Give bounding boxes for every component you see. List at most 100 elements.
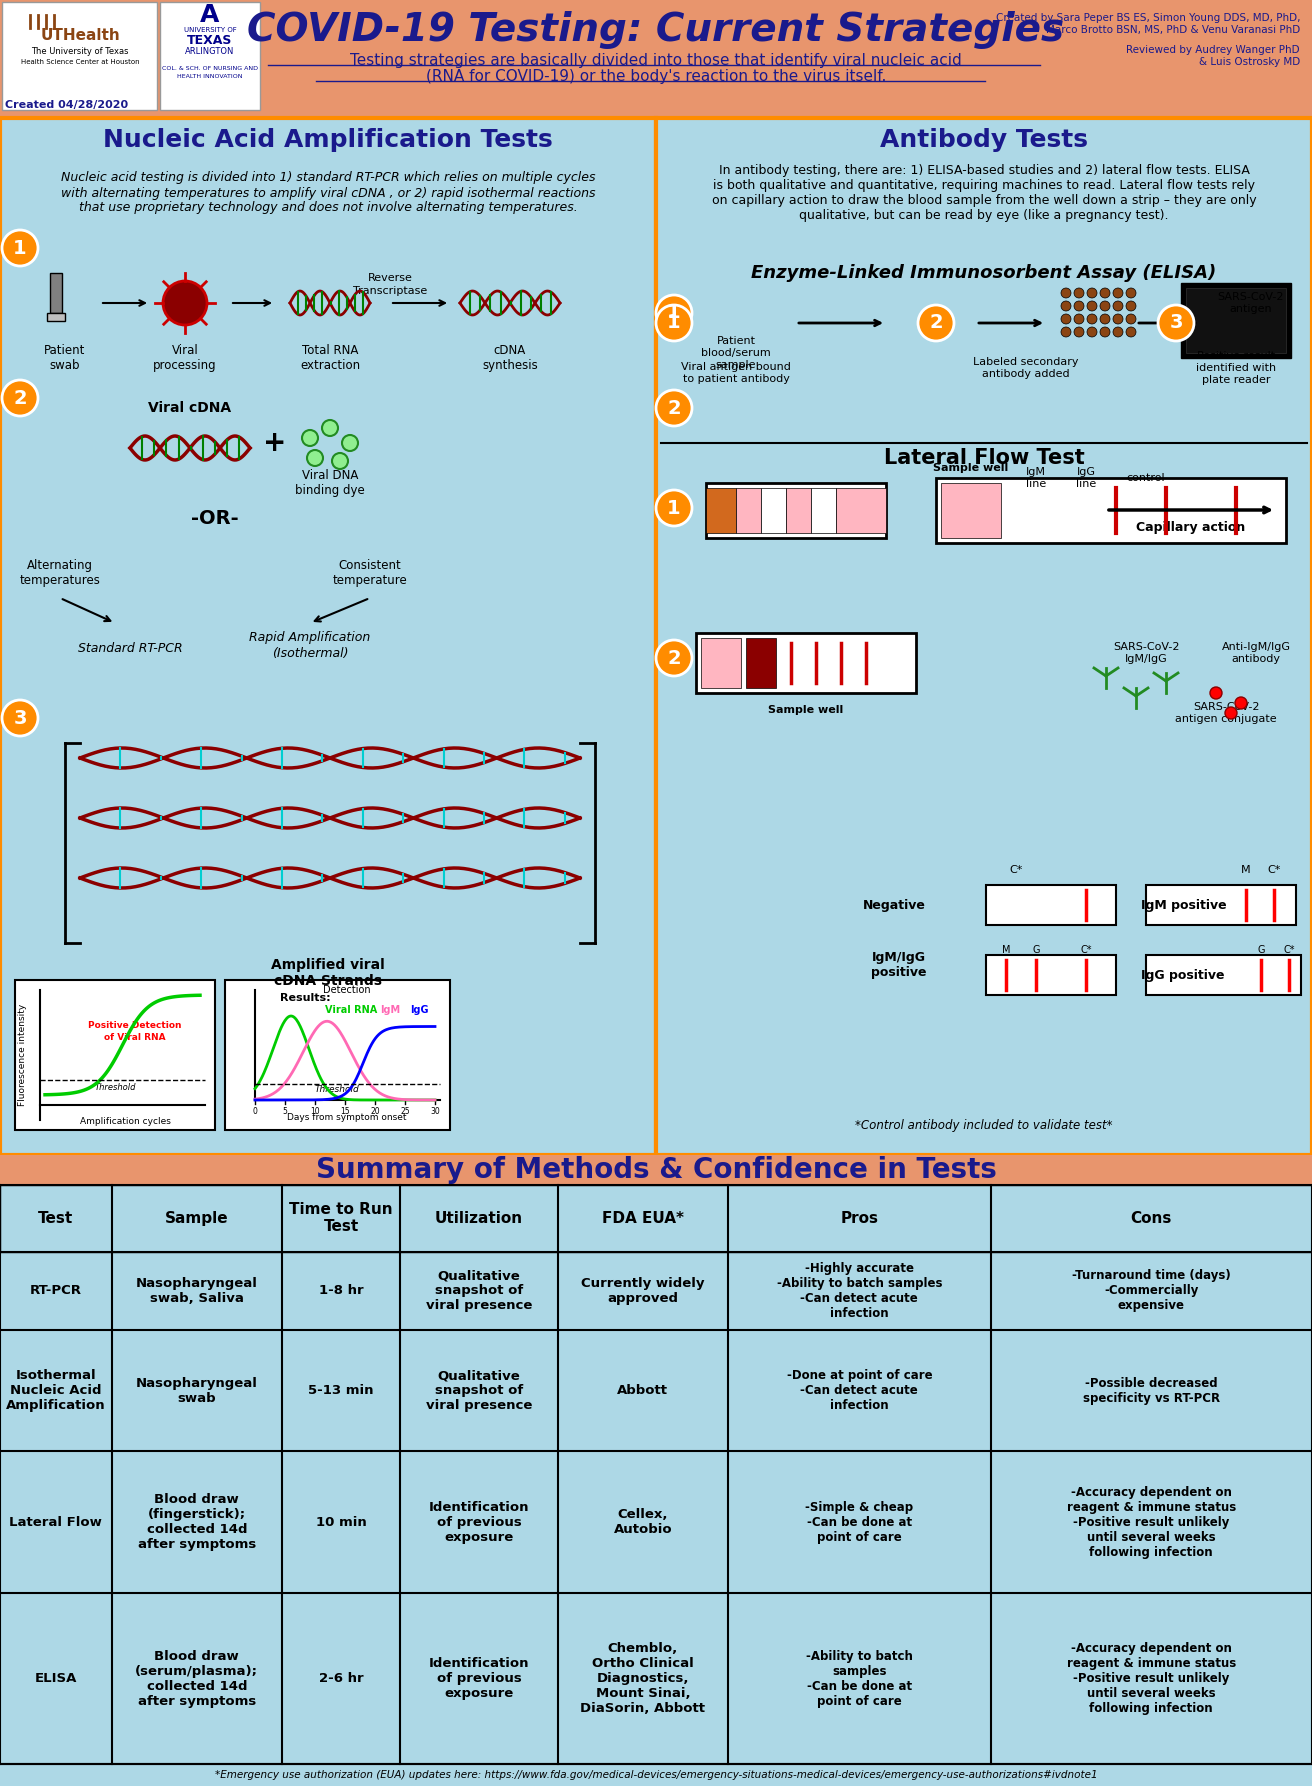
Text: 10 min: 10 min [316,1516,366,1529]
Circle shape [1075,314,1084,323]
Text: In antibody testing, there are: 1) ELISA-based studies and 2) lateral flow tests: In antibody testing, there are: 1) ELISA… [711,164,1257,221]
Bar [747,638,775,688]
Bar [935,479,1286,543]
Text: -Turnaround time (days)
-Commercially
expensive: -Turnaround time (days) -Commercially ex… [1072,1270,1231,1313]
Text: Amplified viral
cDNA Strands: Amplified viral cDNA Strands [272,957,384,988]
Text: Antibody Tests: Antibody Tests [880,129,1088,152]
Circle shape [1088,314,1097,323]
Text: Enzyme-Linked Immunosorbent Assay (ELISA): Enzyme-Linked Immunosorbent Assay (ELISA… [752,264,1216,282]
Bar [0,0,1312,114]
Text: Negative: Negative [863,898,926,911]
Text: Isothermal
Nucleic Acid
Amplification: Isothermal Nucleic Acid Amplification [7,1370,105,1413]
Circle shape [1113,288,1123,298]
Circle shape [918,305,954,341]
Text: The University of Texas: The University of Texas [31,48,129,57]
Text: -Ability to batch
samples
-Can be done at
point of care: -Ability to batch samples -Can be done a… [806,1650,913,1707]
Circle shape [1126,302,1136,311]
Text: Created 04/28/2020: Created 04/28/2020 [5,100,129,111]
Text: SARS-CoV-2
IgM/IgG: SARS-CoV-2 IgM/IgG [1113,643,1179,664]
Text: Viral DNA
binding dye: Viral DNA binding dye [295,470,365,497]
Text: 1: 1 [668,498,681,518]
Text: M: M [1002,945,1010,956]
Circle shape [1075,288,1084,298]
Text: 2: 2 [668,648,681,668]
Text: Marco Brotto BSN, MS, PhD & Venu Varanasi PhD: Marco Brotto BSN, MS, PhD & Venu Varanas… [1046,25,1300,36]
Circle shape [656,389,691,427]
Text: 1: 1 [13,239,26,257]
Text: -Accuracy dependent on
reagent & immune status
-Positive result unlikely
until s: -Accuracy dependent on reagent & immune … [1067,1641,1236,1715]
Circle shape [1061,314,1071,323]
Text: Lateral Flow: Lateral Flow [9,1516,102,1529]
Bar [3,2,157,111]
Text: Pros: Pros [841,1211,878,1225]
Text: ARLINGTON: ARLINGTON [185,48,235,57]
Text: C*: C* [1283,945,1295,956]
Text: Patient
swab: Patient swab [45,345,85,371]
Circle shape [1113,302,1123,311]
Circle shape [1113,327,1123,338]
Circle shape [3,230,38,266]
Circle shape [1113,314,1123,323]
Circle shape [1099,327,1110,338]
Bar [736,488,761,532]
Text: C*: C* [1080,945,1092,956]
Text: C*: C* [1009,864,1022,875]
Bar [160,2,260,111]
Text: HEALTH INNOVATION: HEALTH INNOVATION [177,75,243,80]
Text: Reviewed by Audrey Wanger PhD: Reviewed by Audrey Wanger PhD [1127,45,1300,55]
Circle shape [1126,314,1136,323]
Text: IgM
line: IgM line [1026,468,1046,489]
Bar [761,488,786,532]
Bar [0,118,656,1156]
Circle shape [3,380,38,416]
Text: 15: 15 [340,1107,350,1116]
Text: 2-6 hr: 2-6 hr [319,1672,363,1686]
Text: Nucleic acid testing is divided into 1) standard RT-PCR which relies on multiple: Nucleic acid testing is divided into 1) … [60,171,596,214]
Text: Viral antigen bound
to patient antibody: Viral antigen bound to patient antibody [681,363,791,384]
Bar [1145,886,1296,925]
Text: Cons: Cons [1131,1211,1172,1225]
Text: Time to Run
Test: Time to Run Test [290,1202,392,1234]
Text: Transcriptase: Transcriptase [353,286,428,296]
Text: FDA EUA*: FDA EUA* [602,1211,684,1225]
Circle shape [1225,707,1237,720]
Text: Positive result
identified with
plate reader: Positive result identified with plate re… [1197,352,1277,384]
Text: Anti-IgM/IgG
antibody: Anti-IgM/IgG antibody [1221,643,1291,664]
Text: Rapid Amplification: Rapid Amplification [249,632,370,645]
Text: Positive Detection: Positive Detection [88,1020,182,1029]
Text: Viral cDNA: Viral cDNA [148,402,231,414]
Text: COL. & SCH. OF NURSING AND: COL. & SCH. OF NURSING AND [161,66,258,70]
Circle shape [3,700,38,736]
Bar [811,488,836,532]
Text: 2: 2 [13,389,26,407]
Circle shape [1099,314,1110,323]
Text: Cellex,
Autobio: Cellex, Autobio [614,1507,672,1536]
Text: 1: 1 [668,304,681,323]
Text: 0: 0 [253,1107,257,1116]
Bar [656,118,1312,1156]
Text: Currently widely
approved: Currently widely approved [581,1277,705,1304]
Text: Fluorescence intensity: Fluorescence intensity [18,1004,28,1106]
Text: Alternating
temperatures: Alternating temperatures [20,559,101,588]
Bar [706,482,886,538]
Text: Identification
of previous
exposure: Identification of previous exposure [429,1500,529,1543]
Text: Created by Sara Peper BS ES, Simon Young DDS, MD, PhD,: Created by Sara Peper BS ES, Simon Young… [996,13,1300,23]
Text: Nasopharyngeal
swab: Nasopharyngeal swab [136,1377,257,1404]
Text: 5: 5 [282,1107,287,1116]
Text: 10: 10 [310,1107,320,1116]
Text: Threshold: Threshold [94,1084,135,1093]
Text: 2: 2 [668,398,681,418]
Circle shape [1158,305,1194,341]
Text: 30: 30 [430,1107,440,1116]
Bar [0,1765,1312,1786]
Text: 3: 3 [13,709,26,727]
Text: Sample well: Sample well [769,705,844,714]
Bar [14,981,215,1131]
Text: Lateral Flow Test: Lateral Flow Test [883,448,1085,468]
Circle shape [163,280,207,325]
Circle shape [1088,327,1097,338]
Text: cDNA
synthesis: cDNA synthesis [482,345,538,371]
Text: ELISA: ELISA [34,1672,77,1686]
Circle shape [321,420,338,436]
Text: -Highly accurate
-Ability to batch samples
-Can detect acute
infection: -Highly accurate -Ability to batch sampl… [777,1261,942,1320]
